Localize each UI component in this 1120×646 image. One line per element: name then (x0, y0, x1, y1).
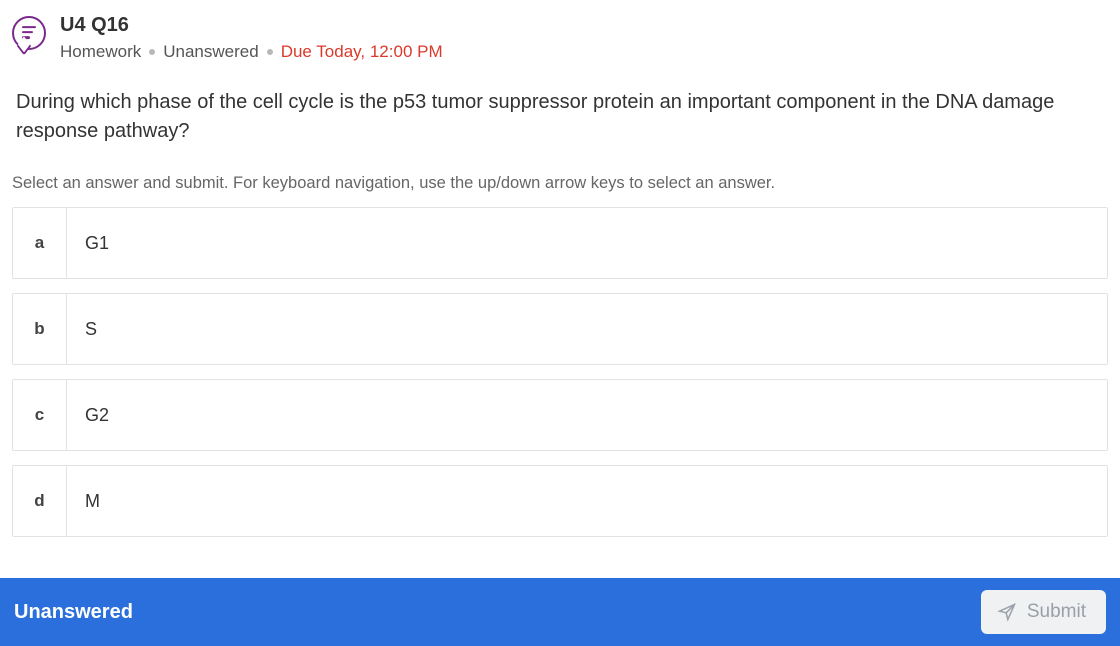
answer-text: S (67, 294, 1107, 364)
answer-text: G2 (67, 380, 1107, 450)
meta-separator-dot (149, 49, 155, 55)
meta-category: Homework (60, 42, 141, 62)
answer-text: G1 (67, 208, 1107, 278)
question-title: U4 Q16 (60, 12, 1108, 38)
answer-option-d[interactable]: dM (12, 465, 1108, 537)
answer-text: M (67, 466, 1107, 536)
answer-list: aG1bScG2dM (12, 207, 1108, 537)
meta-separator-dot (267, 49, 273, 55)
meta-status: Unanswered (163, 42, 258, 62)
question-header: U4 Q16 Homework Unanswered Due Today, 12… (12, 12, 1108, 62)
answer-option-b[interactable]: bS (12, 293, 1108, 365)
submit-button-label: Submit (1027, 601, 1086, 623)
answer-option-c[interactable]: cG2 (12, 379, 1108, 451)
answer-instructions: Select an answer and submit. For keyboar… (12, 174, 1108, 193)
answer-key: d (13, 466, 67, 536)
meta-due: Due Today, 12:00 PM (281, 42, 443, 62)
question-prompt: During which phase of the cell cycle is … (12, 88, 1108, 146)
question-footer: Unanswered Submit (0, 578, 1120, 646)
footer-status: Unanswered (14, 601, 133, 624)
question-type-icon (12, 16, 46, 50)
answer-key: a (13, 208, 67, 278)
question-meta: Homework Unanswered Due Today, 12:00 PM (60, 42, 1108, 62)
paper-plane-icon (997, 602, 1017, 622)
submit-button[interactable]: Submit (981, 590, 1106, 634)
answer-key: c (13, 380, 67, 450)
answer-key: b (13, 294, 67, 364)
answer-option-a[interactable]: aG1 (12, 207, 1108, 279)
